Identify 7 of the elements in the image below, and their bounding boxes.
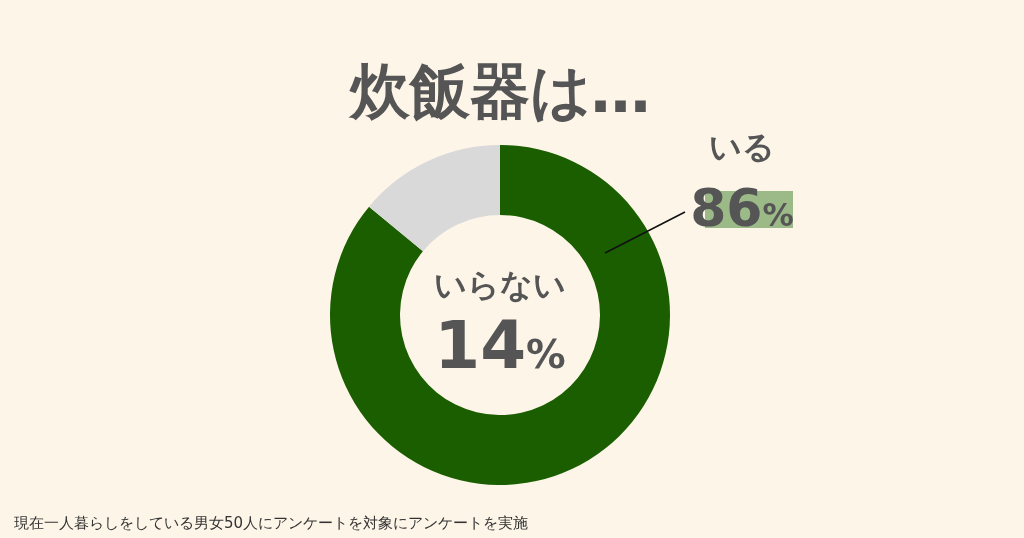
data-label: 14% <box>434 307 566 384</box>
slice-label: いらない <box>434 266 566 304</box>
donut-slice <box>330 145 670 485</box>
text: 現在一人暮らしをしている男女50人にアンケートを対象にアンケートを実施 <box>14 514 529 532</box>
chart-title: 炊飯器は… <box>347 56 651 126</box>
slice-label: いる <box>709 128 775 166</box>
donut-slice <box>369 145 500 252</box>
